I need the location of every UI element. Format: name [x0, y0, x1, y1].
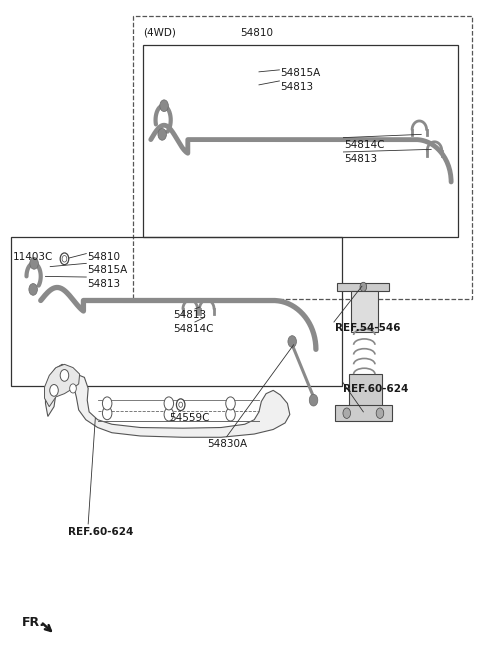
Text: 54813: 54813 [280, 82, 313, 92]
Text: 11403C: 11403C [13, 252, 54, 261]
Circle shape [102, 397, 112, 410]
Text: REF.60-624: REF.60-624 [68, 527, 133, 537]
Text: 54830A: 54830A [207, 440, 247, 449]
Text: FR.: FR. [22, 616, 45, 629]
Circle shape [177, 399, 185, 411]
Circle shape [30, 258, 38, 269]
Text: 54813: 54813 [87, 279, 120, 289]
Circle shape [60, 253, 69, 265]
Circle shape [309, 394, 318, 406]
Text: 54810: 54810 [240, 28, 273, 37]
Text: 54814C: 54814C [174, 324, 214, 334]
Text: 54810: 54810 [87, 252, 120, 261]
Circle shape [226, 397, 235, 410]
Circle shape [29, 284, 37, 295]
Circle shape [179, 402, 182, 407]
Circle shape [160, 100, 168, 112]
Text: 54559C: 54559C [169, 413, 209, 423]
Circle shape [226, 408, 235, 421]
Circle shape [62, 256, 67, 262]
Circle shape [288, 336, 297, 348]
Circle shape [360, 283, 367, 291]
Polygon shape [46, 365, 290, 438]
Text: 54814C: 54814C [344, 139, 385, 150]
Polygon shape [337, 283, 389, 290]
Text: 54815A: 54815A [280, 68, 321, 78]
Circle shape [70, 384, 76, 393]
Circle shape [102, 407, 112, 420]
Text: 54815A: 54815A [87, 265, 128, 275]
Circle shape [164, 408, 174, 421]
Polygon shape [45, 365, 80, 407]
Circle shape [343, 408, 350, 419]
Text: 54813: 54813 [174, 310, 207, 320]
Text: REF.54-546: REF.54-546 [335, 323, 400, 333]
Circle shape [50, 384, 58, 396]
Text: REF.60-624: REF.60-624 [343, 384, 409, 394]
Polygon shape [349, 374, 383, 407]
Circle shape [164, 397, 174, 410]
Polygon shape [351, 290, 378, 332]
Text: (4WD): (4WD) [143, 28, 176, 37]
Polygon shape [335, 405, 392, 421]
Text: 54813: 54813 [344, 154, 377, 164]
Circle shape [376, 408, 384, 419]
Circle shape [60, 369, 69, 381]
Circle shape [158, 129, 167, 140]
